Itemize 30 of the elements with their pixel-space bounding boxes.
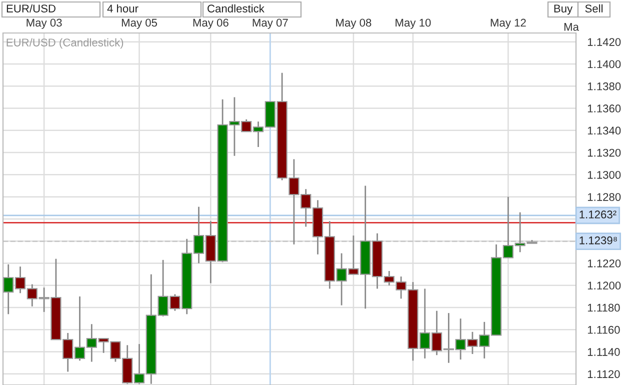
x-tick-label: May 03 (26, 18, 62, 29)
y-tick-label: 1.1340 (588, 126, 621, 135)
y-tick-label: 1.1320 (588, 148, 621, 157)
y-tick-label: 1.1220 (588, 260, 621, 268)
text: Sell (585, 4, 603, 12)
x-tick-label: May 10 (396, 18, 431, 29)
x-tick-label: May 06 (193, 18, 228, 29)
y-tick-label: 1.1120 (588, 370, 620, 378)
y-tick-label: 1.1300 (588, 170, 621, 179)
x-tick-label: May 08 (336, 18, 372, 29)
y-tick-label: 1.1360 (588, 104, 621, 112)
y-tick-label: 1.1180 (588, 304, 620, 312)
y-tick-label: 1.1140 (588, 348, 620, 356)
x-tick-label: May 12 (490, 18, 526, 29)
ref-line-label: 1.1239⁸ (580, 236, 617, 244)
text: Candlestick (208, 4, 264, 12)
chart-title: EUR/USD (Candlestick) (6, 38, 124, 49)
ref-line-label: 1.1263² (580, 210, 616, 218)
x-tick-label: May 05 (122, 18, 158, 29)
text: Buy (554, 4, 573, 15)
y-tick-label: 1.1280 (588, 193, 621, 201)
y-tick-label: 1.1420 (588, 38, 621, 46)
text: 4 hour (107, 4, 138, 12)
x-tick-label: May 07 (252, 18, 288, 29)
y-tick-label: 1.1200 (588, 282, 621, 290)
text: EUR/USD (6, 4, 56, 12)
y-tick-label: 1.1160 (588, 326, 620, 334)
text: Ma (564, 23, 579, 31)
y-tick-label: 1.1400 (588, 60, 621, 68)
y-tick-label: 1.1380 (588, 82, 621, 90)
